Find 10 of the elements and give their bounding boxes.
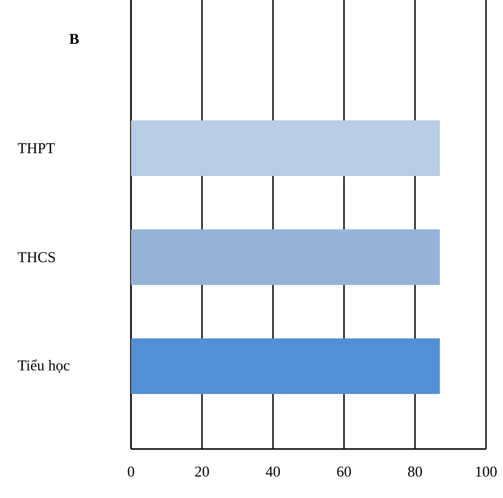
x-tick-label: 20: [195, 466, 209, 477]
text: B: [69, 34, 79, 44]
x-tick-label: 100: [476, 466, 497, 477]
x-tick-label: 0: [128, 466, 134, 477]
x-tick-label: 80: [408, 466, 422, 477]
y-tick-label: Tiểu học: [18, 360, 70, 373]
x-tick-label: 60: [337, 466, 351, 477]
x-tick-label: 40: [266, 466, 280, 477]
y-tick-label: THCS: [18, 252, 55, 262]
y-tick-label: THPT: [18, 143, 55, 154]
